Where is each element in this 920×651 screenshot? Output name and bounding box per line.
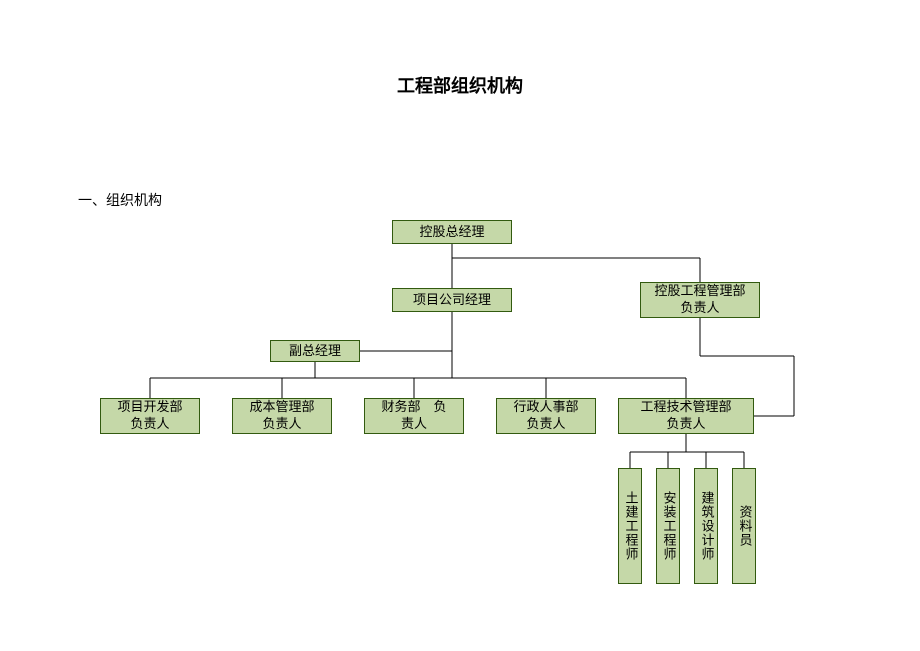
node-project-manager-label: 项目公司经理 bbox=[413, 292, 491, 309]
section-label: 一、组织机构 bbox=[78, 190, 162, 210]
node-project-development-label: 项目开发部 负责人 bbox=[117, 399, 182, 433]
node-architectural-designer: 建筑设计师 bbox=[694, 468, 718, 584]
node-finance-label: 财务部 负 责人 bbox=[381, 399, 446, 433]
node-hr-admin: 行政人事部 负责人 bbox=[496, 398, 596, 434]
node-holding-engineering: 控股工程管理部 负责人 bbox=[640, 282, 760, 318]
node-engineering-tech-label: 工程技术管理部 负责人 bbox=[640, 399, 731, 433]
node-installation-engineer-label: 安装工程师 bbox=[660, 491, 677, 561]
node-engineering-tech: 工程技术管理部 负责人 bbox=[618, 398, 754, 434]
node-vice-manager: 副总经理 bbox=[270, 340, 360, 362]
node-vice-manager-label: 副总经理 bbox=[289, 343, 341, 360]
node-holding-engineering-label: 控股工程管理部 负责人 bbox=[654, 283, 745, 317]
node-material-clerk: 资料员 bbox=[732, 468, 756, 584]
page-title: 工程部组织机构 bbox=[0, 72, 920, 98]
node-ceo-label: 控股总经理 bbox=[419, 224, 484, 241]
node-cost-management: 成本管理部 负责人 bbox=[232, 398, 332, 434]
node-ceo: 控股总经理 bbox=[392, 220, 512, 244]
node-finance: 财务部 负 责人 bbox=[364, 398, 464, 434]
node-project-manager: 项目公司经理 bbox=[392, 288, 512, 312]
node-civil-engineer-label: 土建工程师 bbox=[622, 491, 639, 561]
node-civil-engineer: 土建工程师 bbox=[618, 468, 642, 584]
node-architectural-designer-label: 建筑设计师 bbox=[698, 491, 715, 561]
node-project-development: 项目开发部 负责人 bbox=[100, 398, 200, 434]
node-installation-engineer: 安装工程师 bbox=[656, 468, 680, 584]
node-material-clerk-label: 资料员 bbox=[736, 505, 753, 547]
node-hr-admin-label: 行政人事部 负责人 bbox=[513, 399, 578, 433]
node-cost-management-label: 成本管理部 负责人 bbox=[249, 399, 314, 433]
